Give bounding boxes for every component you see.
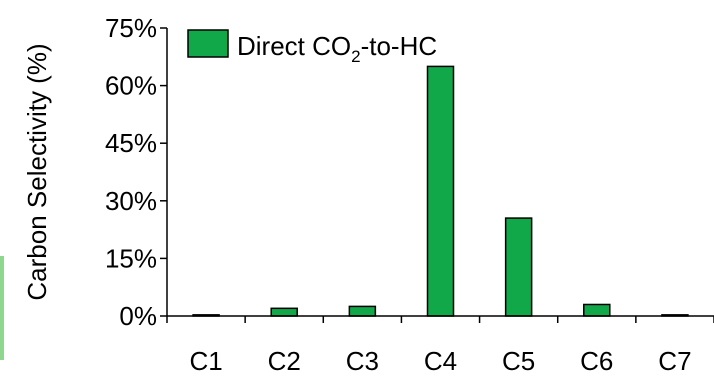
y-tick-label: 60% (105, 71, 157, 101)
legend: Direct CO2-to-HC (187, 29, 437, 66)
y-tick-label: 75% (105, 13, 157, 43)
bar-c2 (270, 307, 298, 317)
legend-label: Direct CO2-to-HC (237, 31, 437, 66)
x-tick-label: C4 (424, 346, 457, 376)
x-tick-label: C6 (580, 346, 613, 376)
x-tick-label: C3 (346, 346, 379, 376)
legend-label-subscript: 2 (351, 47, 360, 66)
x-tick-label: C5 (502, 346, 535, 376)
bar-c3 (348, 305, 377, 317)
y-tick-label: 30% (105, 186, 157, 216)
y-axis-title: Carbon Selectivity (%) (22, 43, 52, 300)
bar-c5 (504, 217, 533, 317)
bar-c4 (426, 65, 455, 317)
accent-strip (0, 256, 4, 360)
y-axis-ticks: 0% 15% 30% 45% 60% 75% (105, 13, 167, 331)
x-tick-label: C1 (189, 346, 222, 376)
bar-c6 (583, 303, 611, 317)
legend-swatch (187, 29, 229, 58)
x-tick-label: C7 (658, 346, 691, 376)
y-tick-label: 45% (105, 128, 157, 158)
y-axis-title-group: Carbon Selectivity (%) (22, 43, 52, 300)
legend-label-main: Direct CO (237, 31, 351, 61)
x-axis-ticks: C1 C2 C3 C4 C5 C6 C7 (166, 316, 714, 376)
bars-group (192, 65, 689, 317)
x-tick-label: C2 (268, 346, 301, 376)
y-tick-label: 0% (119, 301, 157, 331)
y-tick-label: 15% (105, 243, 157, 273)
legend-label-tail: -to-HC (361, 31, 438, 61)
